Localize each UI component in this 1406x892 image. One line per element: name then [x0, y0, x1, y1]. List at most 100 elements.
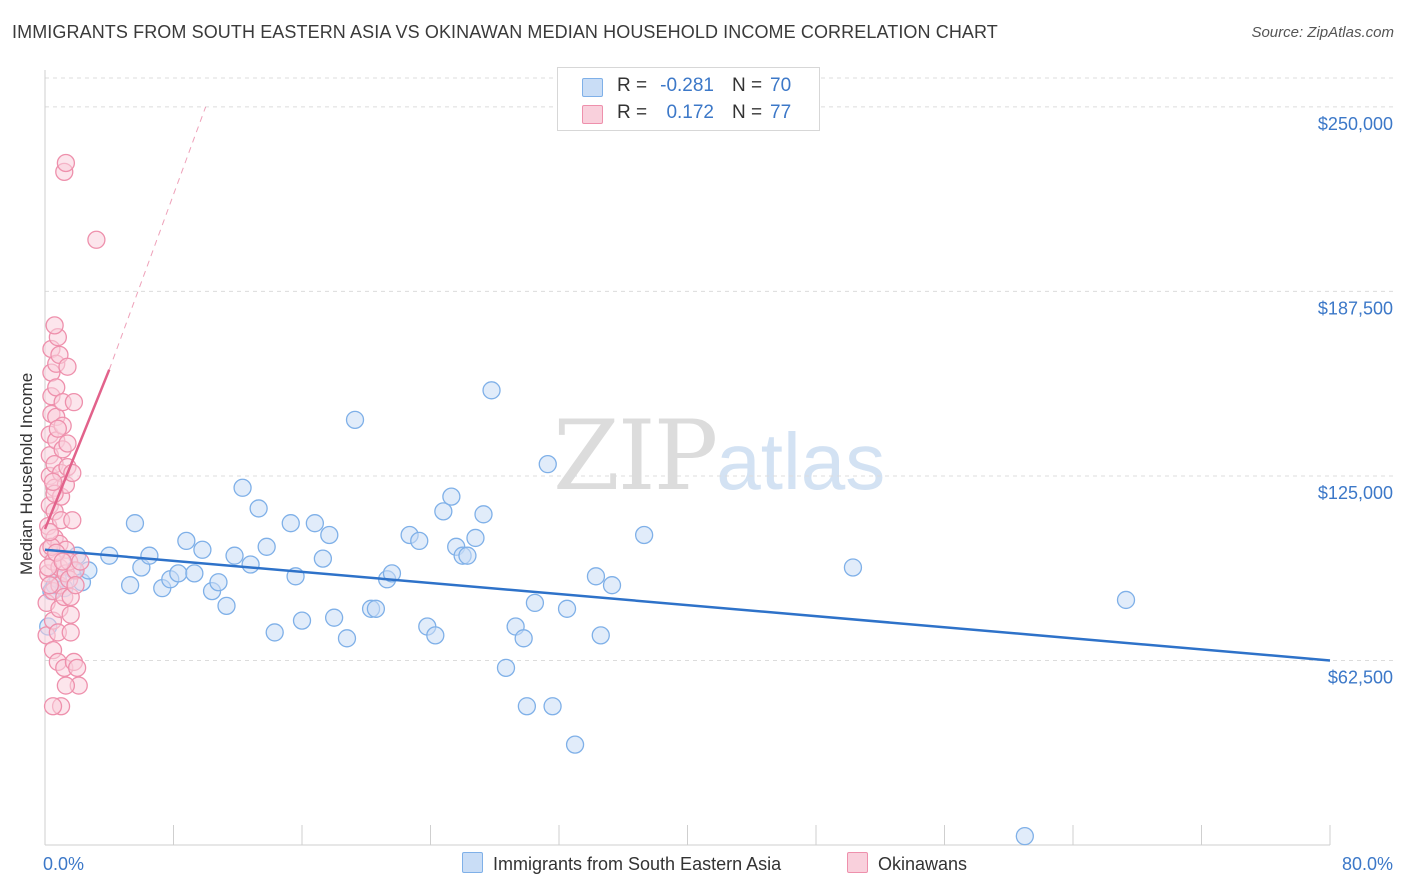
data-point-blue: [257, 537, 276, 556]
x-tick-label-min: 0.0%: [43, 854, 84, 874]
correlation-legend: R = -0.281 N = 70 R = 0.172 N = 77: [557, 67, 820, 131]
data-point-blue: [565, 735, 585, 754]
data-point-blue: [125, 514, 145, 533]
data-point-blue: [209, 573, 228, 592]
bottom-legend-label-blue: Immigrants from South Eastern Asia: [493, 854, 782, 874]
data-point-pink: [64, 392, 84, 412]
zipatlas-watermark: ZIPatlas: [553, 400, 885, 512]
data-point-pink: [53, 552, 72, 571]
data-point-blue: [543, 697, 562, 716]
bottom-legend-swatch-pink: [847, 852, 868, 873]
data-point-blue: [320, 525, 339, 545]
data-point-blue: [557, 599, 577, 618]
data-point-blue: [217, 596, 236, 616]
bottom-legend-pink: Okinawans: [847, 852, 967, 875]
data-point-pink: [66, 576, 85, 595]
chart-title: IMMIGRANTS FROM SOUTH EASTERN ASIA VS OK…: [12, 22, 998, 42]
legend-r-label: R =: [617, 102, 648, 123]
data-point-blue: [466, 528, 485, 548]
data-point-blue: [602, 576, 622, 595]
data-point-pink: [63, 511, 82, 530]
data-point-pink: [43, 697, 63, 716]
data-point-pink: [45, 316, 64, 335]
data-point-pink: [67, 658, 87, 678]
data-point-blue: [193, 540, 212, 559]
data-point-blue: [249, 499, 268, 518]
legend-n-label: N =: [732, 102, 763, 123]
data-point-blue: [120, 576, 140, 595]
data-point-pink: [58, 357, 77, 376]
data-point-blue: [434, 502, 453, 521]
legend-r-label: R =: [617, 75, 648, 96]
y-tick-label: $125,000: [1318, 483, 1393, 503]
data-point-pink: [40, 522, 59, 542]
x-tick-label-max: 80.0%: [1342, 854, 1393, 874]
data-point-blue: [233, 478, 252, 497]
data-point-blue: [517, 697, 537, 716]
data-point-blue: [265, 623, 284, 642]
bottom-legend-label-pink: Okinawans: [878, 854, 968, 874]
data-point-blue: [458, 546, 477, 565]
data-point-blue: [225, 546, 244, 565]
data-point-blue: [177, 531, 196, 551]
y-axis-label: Median Household Income: [17, 372, 36, 575]
data-point-blue: [410, 531, 429, 551]
data-point-blue: [305, 514, 325, 533]
data-point-pink: [43, 472, 63, 492]
data-point-pink: [58, 434, 77, 453]
data-point-blue: [843, 558, 863, 577]
legend-n-label: N =: [732, 75, 763, 96]
data-point-blue: [382, 564, 402, 583]
data-point-blue: [169, 564, 188, 583]
y-tick-label: $62,500: [1328, 667, 1393, 687]
data-point-pink: [40, 576, 59, 595]
data-point-pink: [48, 419, 67, 438]
trend-line-pink: [43, 369, 111, 530]
data-point-blue: [442, 487, 461, 506]
trend-line-blue: [44, 548, 1331, 662]
data-point-blue: [426, 626, 445, 645]
legend-r-value: 0.172: [666, 102, 714, 123]
legend-n-value: 70: [770, 75, 792, 96]
trend-extension-pink: [108, 106, 207, 370]
data-point-blue: [185, 564, 204, 583]
data-point-pink: [56, 676, 76, 695]
source-label: Source: ZipAtlas.com: [1251, 24, 1394, 41]
legend-r-value: -0.281: [660, 75, 714, 96]
data-point-pink: [61, 605, 80, 624]
data-point-blue: [514, 629, 533, 648]
data-point-pink: [56, 153, 76, 173]
bottom-legend-blue: Immigrants from South Eastern Asia: [462, 852, 781, 875]
data-point-blue: [586, 567, 606, 586]
data-point-blue: [140, 546, 159, 565]
bottom-legend-swatch-blue: [462, 852, 483, 873]
data-point-blue: [337, 629, 357, 648]
data-point-blue: [591, 626, 610, 645]
data-point-blue: [482, 381, 501, 400]
data-point-blue: [345, 410, 365, 430]
data-point-blue: [1015, 826, 1034, 846]
data-point-blue: [324, 608, 344, 627]
watermark-atlas: atlas: [716, 417, 886, 506]
y-tick-label: $250,000: [1318, 114, 1393, 134]
data-point-blue: [292, 611, 312, 630]
data-point-blue: [366, 599, 386, 618]
data-point-pink: [61, 623, 80, 642]
legend-n-value: 77: [770, 102, 792, 123]
data-point-blue: [313, 549, 333, 568]
data-point-blue: [538, 454, 557, 474]
data-point-blue: [496, 658, 516, 678]
legend-swatch-pink: [582, 105, 603, 124]
data-point-blue: [634, 525, 654, 545]
data-point-blue: [525, 593, 545, 613]
data-point-blue: [474, 505, 493, 524]
data-point-blue: [1116, 590, 1136, 610]
data-point-blue: [281, 514, 300, 533]
data-point-pink: [71, 552, 90, 571]
y-tick-label: $187,500: [1318, 298, 1393, 318]
data-point-blue: [241, 555, 260, 574]
data-point-pink: [87, 230, 106, 249]
legend-swatch-blue: [582, 78, 603, 97]
watermark-zip: ZIP: [553, 400, 718, 512]
